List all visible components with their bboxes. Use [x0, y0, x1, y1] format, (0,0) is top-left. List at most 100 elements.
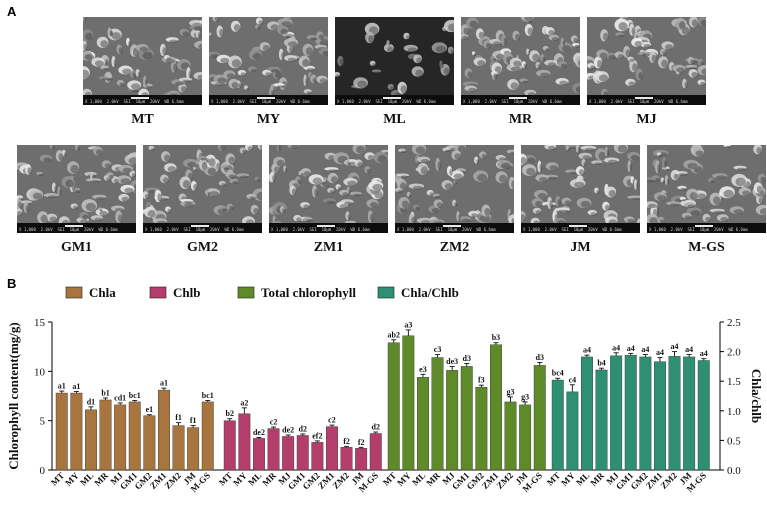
- bar-2-1: [402, 335, 415, 471]
- x-tick-label: ML: [246, 470, 263, 487]
- bar-0-3: [99, 399, 112, 471]
- legend-label-3: Chla/Chlb: [401, 285, 459, 300]
- x-tick-label: ML: [78, 470, 95, 487]
- legend-swatch-1: [149, 286, 167, 299]
- sem-info-bar: X 1,000 2.0kV SEI 10μm 20kV WD 6.6mm: [521, 223, 640, 233]
- legend-swatch-0: [65, 286, 83, 299]
- sem-info-bar: X 1,000 2.0kV SEI 10μm 20kV WD 6.6mm: [395, 223, 514, 233]
- y-tick-label-left: 10: [34, 366, 46, 378]
- sig-label: d2: [299, 424, 307, 433]
- sem-info-bar: X 1,000 2.0kV SEI 10μm 20kV WD 6.6mm: [461, 95, 580, 105]
- sig-label: de2: [282, 425, 294, 434]
- sig-label: c2: [328, 416, 336, 425]
- bar-1-6: [311, 442, 324, 471]
- bar-3-8: [668, 356, 681, 471]
- scale-bar: [65, 225, 83, 227]
- sig-label: a4: [583, 346, 591, 355]
- sem-label-gm1: GM1: [60, 240, 93, 255]
- sem-info-bar: X 1,000 2.0kV SEI 10μm 20kV WD 6.6mm: [17, 223, 136, 233]
- panel-b-label: B: [7, 276, 17, 291]
- sig-label: f3: [478, 376, 485, 385]
- sem-image-mj: X 1,000 2.0kV SEI 10μm 20kV WD 6.6mm: [587, 17, 706, 105]
- sem-info-text: X 1,000 2.0kV SEI 10μm 20kV WD 6.6mm: [211, 99, 310, 104]
- bar-2-9: [519, 404, 532, 471]
- sig-label: b2: [226, 409, 234, 418]
- sem-label-mt: MT: [131, 112, 154, 127]
- bar-0-7: [157, 389, 170, 471]
- sem-image-zm2: X 1,000 2.0kV SEI 10μm 20kV WD 6.6mm: [395, 145, 514, 233]
- sig-label: a2: [240, 398, 248, 407]
- sig-label: d3: [536, 353, 544, 362]
- bar-3-9: [683, 356, 696, 471]
- sem-info-text: X 1,000 2.0kV SEI 10μm 20kV WD 6.6mm: [589, 99, 688, 104]
- bar-3-1: [566, 391, 579, 471]
- chlorophyll-chart: Chla Chlb Total chlorophyll Chla/Chlb 0 5 10 15…: [6, 285, 764, 494]
- bar-1-10: [369, 433, 382, 471]
- bar-0-6: [143, 415, 156, 471]
- bar-1-9: [355, 448, 368, 471]
- bar-1-3: [267, 428, 280, 471]
- sem-label-my: MY: [256, 112, 281, 127]
- sig-label: e1: [146, 405, 154, 414]
- bar-0-9: [187, 427, 200, 471]
- bar-0-8: [172, 425, 185, 471]
- sig-label: f1: [175, 413, 182, 422]
- x-tick-label: ZM2: [658, 470, 679, 491]
- x-tick-label: ZM2: [330, 470, 351, 491]
- sem-info-text: X 1,000 2.0kV SEI 10μm 20kV WD 6.6mm: [523, 227, 622, 232]
- sig-label: f2: [343, 437, 350, 446]
- x-tick-label: MT: [217, 470, 234, 487]
- y2-axis-label: Chla/chlb: [749, 369, 764, 423]
- sig-label: b1: [101, 388, 109, 397]
- bar-2-7: [490, 344, 502, 471]
- bar-2-0: [387, 342, 400, 471]
- bar-2-4: [446, 370, 459, 471]
- bar-0-5: [128, 401, 141, 471]
- legend-swatch-2: [237, 286, 255, 299]
- y-tick-label-right: 1.5: [727, 376, 741, 388]
- y-tick-label-right: 0.0: [727, 465, 741, 477]
- x-tick-label: MT: [381, 470, 398, 487]
- sem-info-bar: X 1,000 2.0kV SEI 10μm 20kV WD 6.6mm: [269, 223, 388, 233]
- sig-label: de2: [253, 428, 265, 437]
- y-tick-label-left: 15: [34, 317, 46, 329]
- sig-label: a4: [627, 344, 635, 353]
- bar-2-10: [533, 365, 546, 471]
- legend-label-1: Chlb: [173, 285, 200, 300]
- sem-label-m-gs: M-GS: [688, 240, 725, 255]
- scale-bar: [569, 225, 587, 227]
- sig-label: a1: [72, 382, 80, 391]
- sem-label-zm2: ZM2: [439, 240, 470, 255]
- scale-bar: [191, 225, 209, 227]
- sig-label: f2: [358, 438, 365, 447]
- x-tick-label: ML: [574, 470, 591, 487]
- bar-2-8: [504, 401, 517, 471]
- sem-image-mr: X 1,000 2.0kV SEI 10μm 20kV WD 6.6mm: [461, 17, 580, 105]
- bar-0-2: [84, 409, 97, 471]
- sig-label: f1: [190, 416, 197, 425]
- bar-0-0: [55, 392, 68, 471]
- sem-image-m-gs: X 1,000 2.0kV SEI 10μm 20kV WD 6.6mm: [647, 145, 766, 233]
- sig-label: d2: [372, 423, 380, 432]
- bar-1-1: [238, 413, 251, 471]
- sig-label: a4: [656, 348, 664, 357]
- sig-label: a1: [58, 382, 66, 391]
- y-axis-label: Chlorophyll content(mg/g): [6, 322, 21, 469]
- bar-0-1: [70, 392, 83, 471]
- sig-label: a4: [685, 345, 693, 354]
- sig-label: c3: [434, 345, 442, 354]
- sig-label: cd1: [114, 393, 126, 402]
- sig-label: bc1: [129, 391, 141, 400]
- sem-image-gm2: X 1,000 2.0kV SEI 10μm 20kV WD 6.6mm: [143, 145, 262, 233]
- bar-3-6: [639, 356, 652, 471]
- sig-label: ef2: [312, 431, 322, 440]
- sem-info-text: X 1,000 2.0kV SEI 10μm 20kV WD 6.6mm: [19, 227, 118, 232]
- scale-bar: [257, 97, 275, 99]
- bar-3-4: [610, 355, 623, 471]
- bar-2-6: [475, 386, 488, 471]
- sem-image-ml: X 1,000 2.0kV SEI 10μm 20kV WD 6.6mm: [335, 17, 454, 105]
- sig-label: ab2: [388, 330, 400, 339]
- sem-image-gm1: X 1,000 2.0kV SEI 10μm 20kV WD 6.6mm: [17, 145, 136, 233]
- x-tick-label: ZM2: [494, 470, 515, 491]
- scale-bar: [317, 225, 335, 227]
